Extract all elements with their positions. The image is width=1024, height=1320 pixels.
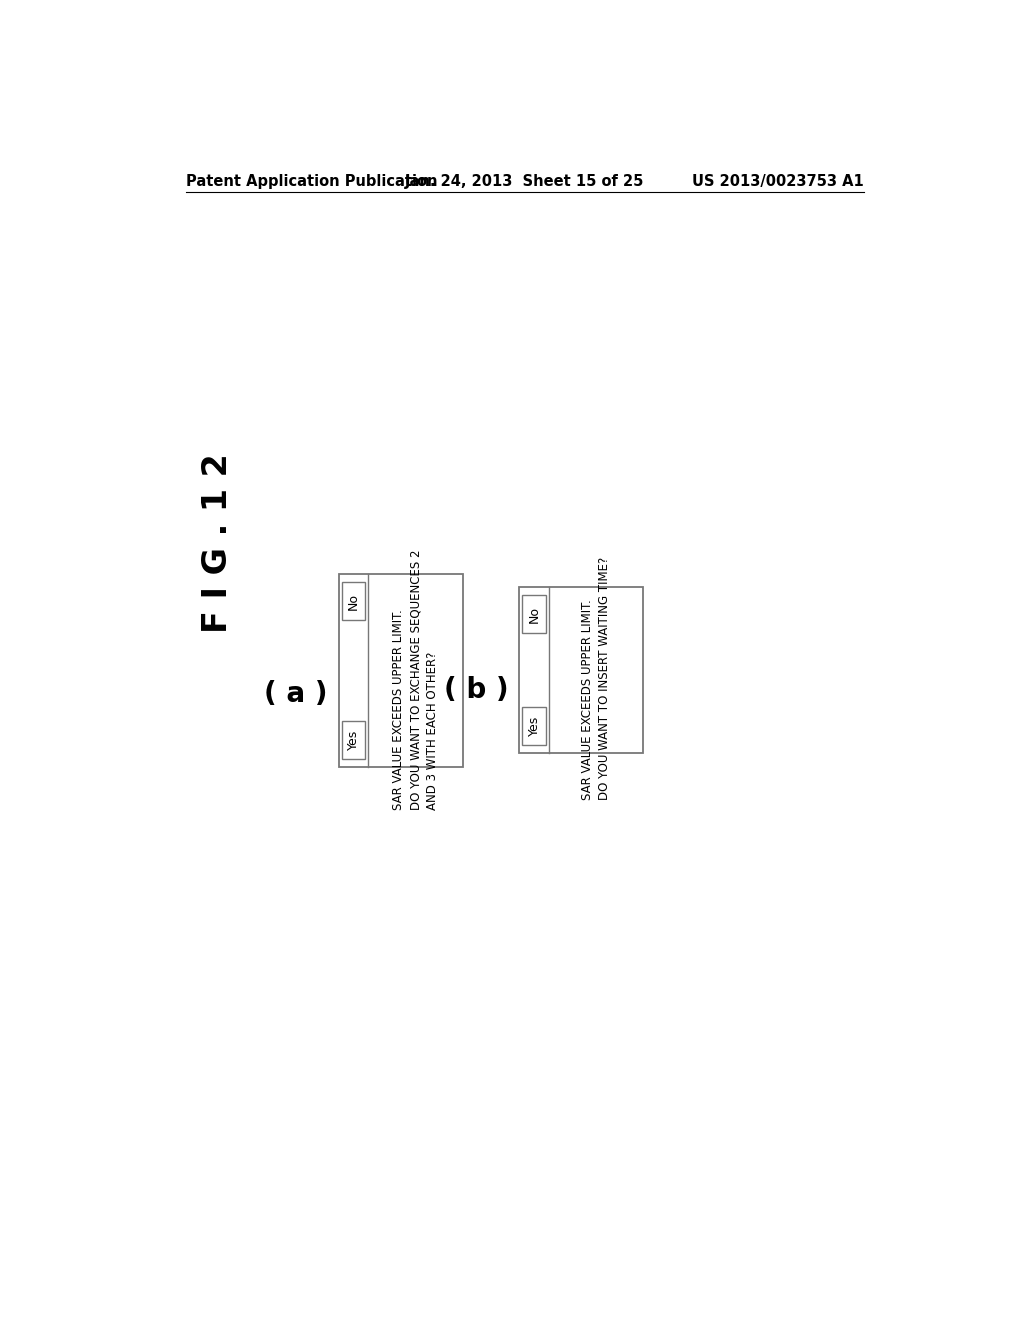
Text: No: No [527, 606, 541, 623]
Bar [342, 721, 366, 759]
Text: No: No [347, 593, 360, 610]
Bar [339, 574, 463, 767]
Text: SAR VALUE EXCEEDS UPPER LIMIT.
DO YOU WANT TO INSERT WAITING TIME?: SAR VALUE EXCEEDS UPPER LIMIT. DO YOU WA… [581, 557, 611, 800]
Text: Yes: Yes [347, 730, 360, 750]
Bar [519, 587, 643, 752]
Text: SAR VALUE EXCEEDS UPPER LIMIT.
DO YOU WANT TO EXCHANGE SEQUENCES 2
AND 3 WITH EA: SAR VALUE EXCEEDS UPPER LIMIT. DO YOU WA… [392, 550, 439, 810]
Text: Patent Application Publication: Patent Application Publication [186, 174, 437, 189]
Text: F I G . 1 2: F I G . 1 2 [201, 454, 233, 634]
Bar [522, 595, 546, 634]
Text: Jan. 24, 2013  Sheet 15 of 25: Jan. 24, 2013 Sheet 15 of 25 [406, 174, 644, 189]
Bar [522, 706, 546, 744]
Text: Yes: Yes [527, 715, 541, 737]
Bar [342, 582, 366, 620]
Text: ( b ): ( b ) [444, 676, 509, 704]
Text: ( a ): ( a ) [264, 680, 328, 708]
Text: US 2013/0023753 A1: US 2013/0023753 A1 [692, 174, 864, 189]
